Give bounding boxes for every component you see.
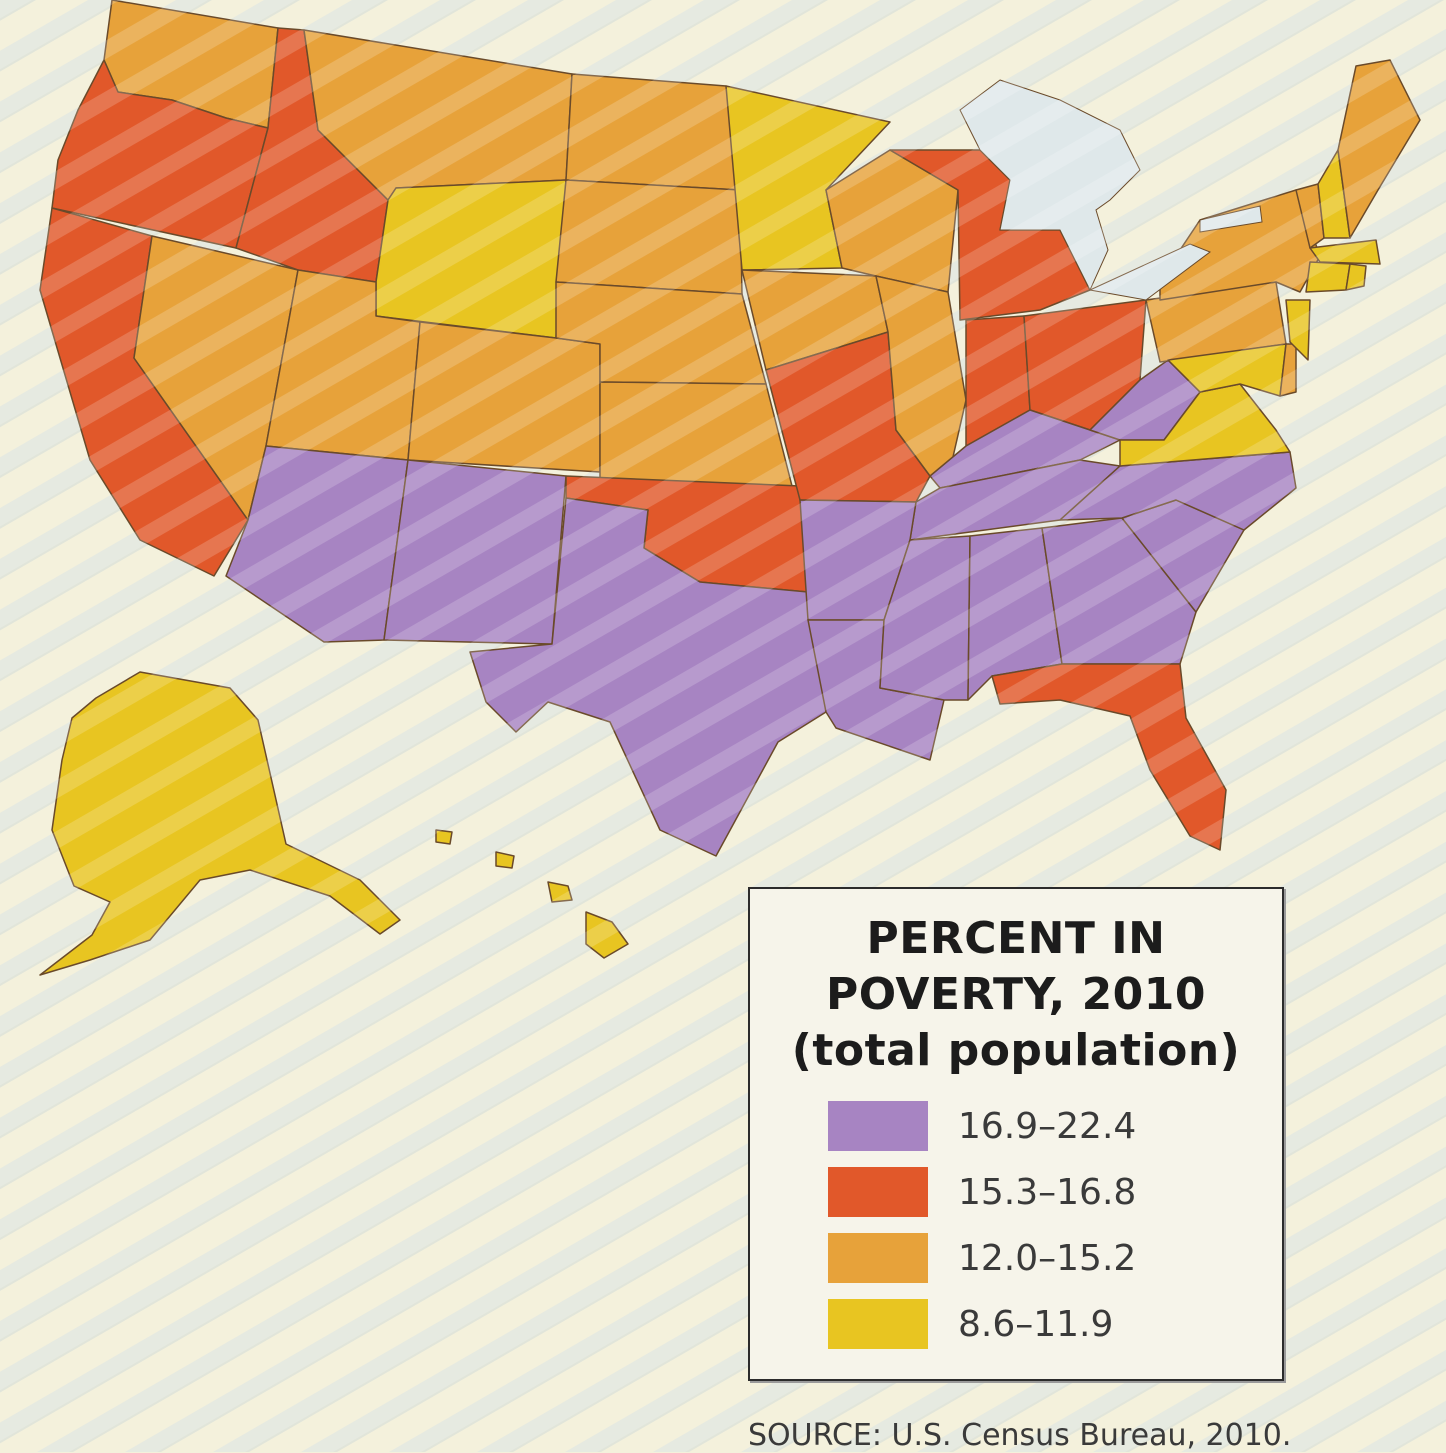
- legend: PERCENT IN POVERTY, 2010 (total populati…: [748, 887, 1284, 1381]
- state-connecticut: [1305, 261, 1351, 293]
- legend-item-16-9-22-4: 16.9–22.4: [828, 1101, 1248, 1153]
- legend-title-line-2: POVERTY, 2010: [825, 969, 1207, 1020]
- legend-swatch: [828, 1101, 928, 1151]
- legend-label: 8.6–11.9: [958, 1304, 1114, 1345]
- state-kansas: [599, 381, 793, 487]
- legend-item-8-6-11-9: 8.6–11.9: [828, 1299, 1248, 1351]
- legend-swatch: [828, 1233, 928, 1283]
- legend-label: 16.9–22.4: [958, 1106, 1137, 1147]
- state-wyoming: [375, 179, 567, 339]
- legend-title-line-3: (total population): [791, 1025, 1241, 1076]
- legend-item-15-3-16-8: 15.3–16.8: [828, 1167, 1248, 1219]
- state-south-dakota: [555, 179, 743, 295]
- source-note: SOURCE: U.S. Census Bureau, 2010.: [748, 1418, 1292, 1453]
- state-north-dakota: [565, 73, 741, 191]
- state-rhode-island: [1345, 263, 1367, 291]
- legend-swatch: [828, 1167, 928, 1217]
- state-colorado: [407, 321, 601, 473]
- legend-label: 15.3–16.8: [958, 1172, 1137, 1213]
- legend-item-12-0-15-2: 12.0–15.2: [828, 1233, 1248, 1285]
- legend-swatch: [828, 1299, 928, 1349]
- state-hawaii-kauai: [435, 829, 453, 845]
- legend-label: 12.0–15.2: [958, 1238, 1137, 1279]
- legend-title-line-1: PERCENT IN: [866, 913, 1166, 964]
- legend-title: PERCENT IN POVERTY, 2010 (total populati…: [750, 911, 1282, 1079]
- state-new-mexico: [383, 459, 567, 645]
